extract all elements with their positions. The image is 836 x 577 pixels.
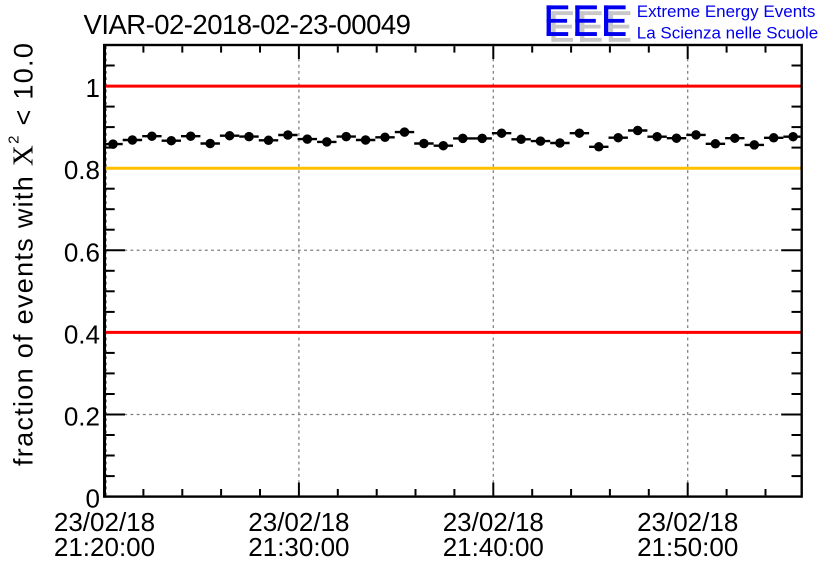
- svg-text:1: 1: [86, 73, 100, 103]
- svg-text:21:30:00: 21:30:00: [248, 532, 349, 562]
- svg-text:23/02/18: 23/02/18: [248, 507, 349, 537]
- svg-text:fraction of events with X2 < 1: fraction of events with X2 < 10.0: [6, 42, 40, 466]
- svg-text:23/02/18: 23/02/18: [443, 507, 544, 537]
- svg-text:0: 0: [86, 484, 100, 514]
- svg-text:21:50:00: 21:50:00: [637, 532, 738, 562]
- svg-text:0.2: 0.2: [64, 402, 100, 432]
- svg-text:0.8: 0.8: [64, 155, 100, 185]
- svg-text:0.4: 0.4: [64, 319, 100, 349]
- svg-text:21:20:00: 21:20:00: [54, 532, 155, 562]
- svg-text:23/02/18: 23/02/18: [54, 507, 155, 537]
- svg-text:VIAR-02-2018-02-23-00049: VIAR-02-2018-02-23-00049: [84, 9, 411, 40]
- svg-text:0.6: 0.6: [64, 237, 100, 267]
- svg-text:Extreme Energy Events: Extreme Energy Events: [637, 2, 816, 21]
- svg-text:23/02/18: 23/02/18: [637, 507, 738, 537]
- svg-text:La Scienza nelle Scuole: La Scienza nelle Scuole: [637, 24, 818, 43]
- svg-text:21:40:00: 21:40:00: [443, 532, 544, 562]
